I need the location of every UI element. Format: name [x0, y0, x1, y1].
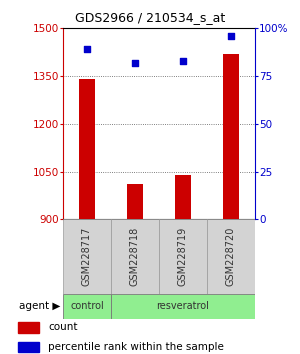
Text: GSM228717: GSM228717 — [82, 227, 92, 286]
Text: agent ▶: agent ▶ — [19, 301, 60, 311]
Bar — [63, 294, 111, 319]
Point — [229, 33, 233, 39]
Bar — [18, 342, 39, 352]
Text: GSM228720: GSM228720 — [226, 227, 236, 286]
Bar — [18, 322, 39, 333]
Point — [133, 60, 137, 65]
Text: GSM228718: GSM228718 — [130, 227, 140, 286]
Bar — [63, 219, 111, 294]
Text: count: count — [48, 322, 77, 332]
Bar — [79, 79, 95, 219]
Bar — [175, 175, 191, 219]
Text: GSM228719: GSM228719 — [178, 227, 188, 286]
Text: percentile rank within the sample: percentile rank within the sample — [48, 342, 224, 352]
Bar — [159, 219, 207, 294]
Bar — [111, 294, 255, 319]
Bar — [207, 219, 255, 294]
Bar — [223, 54, 239, 219]
Bar — [111, 219, 159, 294]
Point — [181, 58, 185, 64]
Point — [85, 46, 89, 52]
Bar — [127, 184, 143, 219]
Text: resveratrol: resveratrol — [157, 301, 209, 311]
Text: GDS2966 / 210534_s_at: GDS2966 / 210534_s_at — [75, 11, 225, 24]
Text: control: control — [70, 301, 104, 311]
